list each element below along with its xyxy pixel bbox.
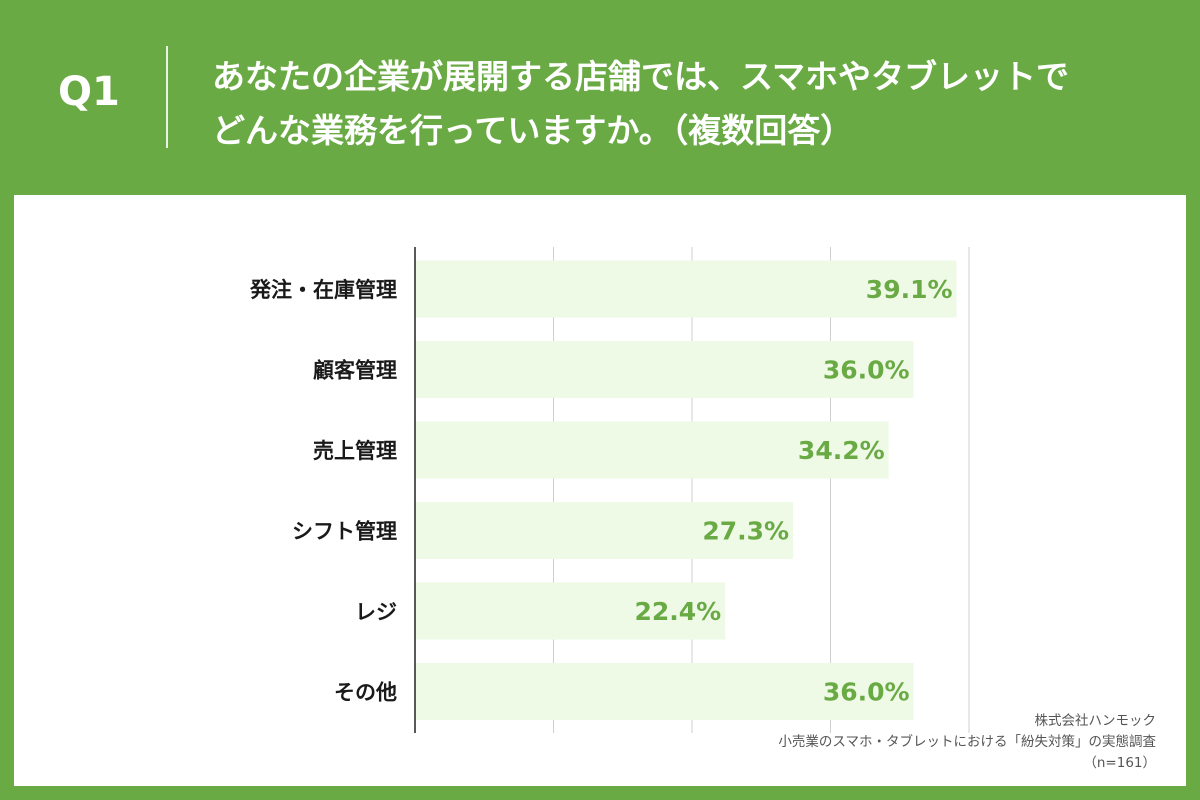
value-label-3: 34.2% xyxy=(798,436,885,465)
category-label-3: 売上管理 xyxy=(313,439,397,463)
value-label-1: 39.1% xyxy=(866,275,953,304)
value-label-5: 22.4% xyxy=(635,597,722,626)
category-label-2: 顧客管理 xyxy=(313,359,397,383)
category-label-6: その他 xyxy=(334,681,397,705)
bar-chart: 発注・在庫管理 39.1% 顧客管理 36.0% 売上管理 34.2% シフト管理 27.3%… xyxy=(249,247,970,733)
category-label-5: レジ xyxy=(355,600,397,624)
category-label-4: シフト管理 xyxy=(292,520,397,544)
bar-2 xyxy=(415,341,914,398)
value-label-2: 36.0% xyxy=(823,356,910,385)
source-company: 株式会社ハンモック xyxy=(1034,713,1157,729)
source-note: 株式会社ハンモック 小売業のスマホ・タブレットにおける「紛失対策」の実態調査 （… xyxy=(778,711,1156,774)
source-survey: 小売業のスマホ・タブレットにおける「紛失対策」の実態調査 xyxy=(778,734,1156,750)
source-sample-size: （n=161） xyxy=(1083,755,1156,771)
question-line-1: あなたの企業が展開する店舗では、スマホやタブレットで xyxy=(212,57,1070,96)
value-label-6: 36.0% xyxy=(823,678,910,707)
bar-5 xyxy=(415,582,726,640)
question-number: Q1 xyxy=(58,69,120,115)
chart-panel: 発注・在庫管理 39.1% 顧客管理 36.0% 売上管理 34.2% シフト管理 27.3%… xyxy=(14,195,1186,786)
bar-1 xyxy=(415,260,957,318)
category-label-1: 発注・在庫管理 xyxy=(249,278,397,302)
header-divider xyxy=(166,46,168,148)
bar-4 xyxy=(415,502,794,559)
value-label-4: 27.3% xyxy=(702,517,789,546)
question-line-2: どんな業務を行っていますか。（複数回答） xyxy=(212,111,854,150)
question-text: あなたの企業が展開する店舗では、スマホやタブレットで どんな業務を行っていますか… xyxy=(212,50,1172,158)
header-banner: Q1 あなたの企業が展開する店舗では、スマホやタブレットで どんな業務を行ってい… xyxy=(0,0,1200,195)
bar-3 xyxy=(415,421,889,479)
bar-6 xyxy=(415,663,914,720)
